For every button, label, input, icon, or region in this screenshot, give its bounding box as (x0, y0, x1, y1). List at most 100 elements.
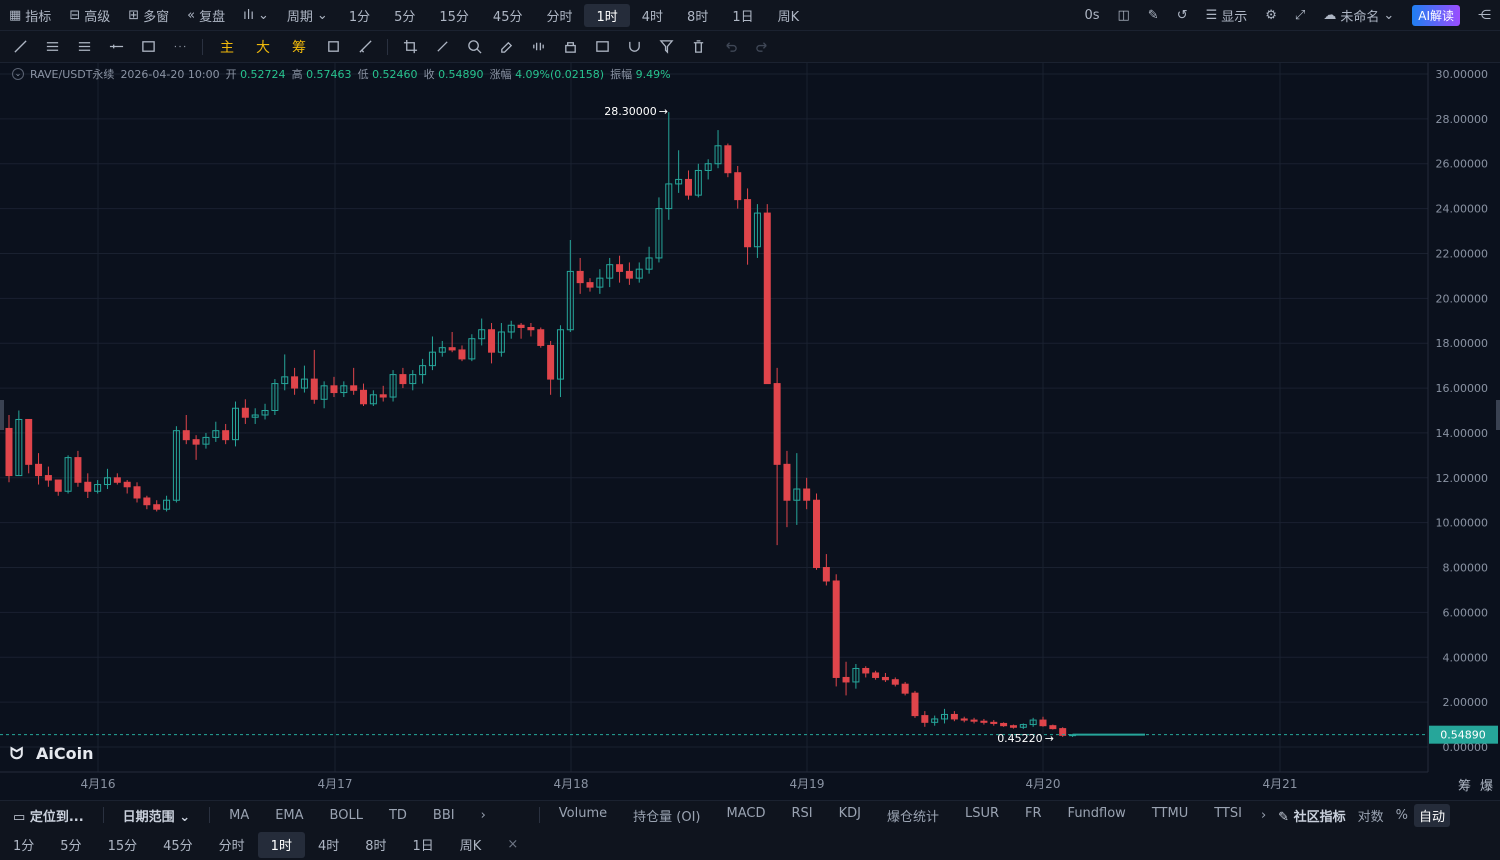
sub-indicator-item[interactable]: RSI (791, 805, 813, 821)
candle-body (409, 374, 417, 385)
trash-icon[interactable] (682, 31, 714, 63)
period-dropdown[interactable]: 周期 ⌄ (286, 7, 328, 25)
bottom-period-tab[interactable]: 15分 (107, 839, 138, 854)
high-value: 0.57463 (306, 68, 352, 81)
bottom-period-tab[interactable]: 8时 (365, 839, 387, 854)
candle-body (911, 692, 919, 717)
crop-icon[interactable] (394, 31, 426, 63)
main-chip-toggle[interactable]: 主 (220, 39, 234, 56)
locate-button[interactable]: ▭ 定位到... (13, 809, 84, 825)
close-icon[interactable]: × (507, 837, 519, 852)
period-tab[interactable]: 8时 (687, 9, 709, 25)
sub-indicator-item[interactable]: 持仓量 (OI) (633, 809, 701, 825)
bottom-period-tab[interactable]: 1分 (13, 839, 35, 854)
horizontal-ray-icon[interactable] (100, 31, 132, 63)
bottom-period-tab[interactable]: 1日 (412, 839, 434, 854)
undo-icon[interactable] (714, 31, 746, 63)
settings-icon[interactable]: ⚙ (1265, 7, 1277, 23)
zoom-icon[interactable] (458, 31, 490, 63)
advanced-button[interactable]: ⊟ 高级 (69, 7, 111, 25)
rectangle-icon[interactable] (132, 31, 164, 63)
edit-icon[interactable]: ✎ (1147, 7, 1159, 23)
main-indicator-item[interactable]: BBI (432, 807, 455, 823)
measure-icon[interactable] (349, 31, 381, 63)
sub-indicator-item[interactable]: Volume (558, 805, 608, 821)
period-tab[interactable]: 15分 (439, 9, 469, 25)
sub-indicator-item[interactable]: LSUR (964, 805, 1000, 821)
magnet-icon[interactable] (618, 31, 650, 63)
sub-indicator-item[interactable]: FR (1025, 805, 1042, 821)
link-icon[interactable] (522, 31, 554, 63)
horizontal-lines-icon[interactable] (68, 31, 100, 63)
percent-scale-toggle[interactable]: % (1395, 807, 1408, 823)
bottom-period-tab[interactable]: 5分 (60, 839, 82, 854)
ai-button[interactable]: AI解读 (1403, 0, 1469, 31)
sub-indicator-item[interactable]: TTMU (1151, 805, 1189, 821)
redo-icon[interactable] (746, 31, 778, 63)
fullscreen-icon[interactable]: ⤢ (1294, 7, 1306, 23)
multi-window-button[interactable]: ⊞ 多窗 (128, 7, 170, 25)
display-button[interactable]: ☰ 显示 (1205, 7, 1248, 25)
candle-body (300, 378, 308, 389)
candle-body (350, 385, 358, 391)
copy-icon[interactable] (317, 31, 349, 63)
refresh-icon[interactable]: ↺ (1176, 7, 1188, 23)
candlestick-chart[interactable]: 30.00000 28.00000 26.00000 24.00000 22.00000… (0, 63, 1500, 800)
chart-type-button[interactable]: ılı ⌄ (234, 0, 278, 31)
bottom-period-tab[interactable]: 周K (459, 839, 482, 854)
collapse-icon[interactable]: ⌄ (12, 68, 24, 80)
sub-indicator-item[interactable]: KDJ (838, 805, 861, 821)
period-tab[interactable]: 周K (777, 9, 800, 25)
hide-icon[interactable] (586, 31, 618, 63)
y-tick-label: 8.00000 (1443, 562, 1489, 575)
main-indicator-item[interactable]: TD (388, 807, 407, 823)
replay-button[interactable]: «复盘 (187, 7, 226, 25)
sub-indicator-item[interactable]: 爆仓统计 (886, 809, 939, 825)
chevron-right-icon[interactable]: › (480, 807, 486, 823)
sub-indicator-item[interactable]: Fundflow (1067, 805, 1126, 821)
candle-body (941, 713, 949, 720)
period-tab[interactable]: 5分 (394, 9, 416, 25)
candle-body (320, 385, 328, 400)
sub-indicator-item[interactable]: MACD (726, 805, 766, 821)
chevron-right-icon[interactable]: › (1260, 807, 1267, 823)
filter-icon[interactable] (650, 31, 682, 63)
y-tick-label: 28.00000 (1436, 113, 1489, 126)
date-range-dropdown[interactable]: 日期范围 ⌄ (122, 809, 191, 825)
candle-body (842, 676, 850, 683)
ruler-icon[interactable] (426, 31, 458, 63)
chip-distribution-toggle[interactable]: 筹 (292, 39, 306, 56)
main-indicator-item[interactable]: BOLL (329, 807, 363, 823)
indicator-button[interactable]: ▦ 指标 (9, 7, 52, 25)
lock-icon[interactable] (554, 31, 586, 63)
candle-body (753, 212, 761, 248)
layout-name-dropdown[interactable]: ☁ 未命名 ⌄ (1323, 7, 1395, 25)
sub-indicator-item[interactable]: TTSI (1214, 805, 1242, 821)
period-tab[interactable]: 4时 (641, 9, 664, 25)
trend-line-icon[interactable] (4, 31, 36, 63)
period-tab[interactable]: 45分 (492, 9, 523, 25)
more-tools-icon[interactable] (164, 31, 196, 63)
big-order-toggle[interactable]: 大 (256, 39, 270, 56)
log-scale-toggle[interactable]: 对数 (1357, 809, 1384, 825)
parallel-lines-icon[interactable] (36, 31, 68, 63)
bottom-period-tab[interactable]: 45分 (163, 839, 193, 854)
period-tab[interactable]: 1时 (584, 3, 630, 27)
bottom-period-tab[interactable]: 1时 (257, 831, 305, 858)
bottom-period-tab[interactable]: 分时 (218, 839, 245, 854)
candle-body (931, 718, 939, 723)
community-indicators-button[interactable]: ✎ 社区指标 (1278, 809, 1346, 825)
main-indicator-item[interactable]: MA (229, 807, 250, 823)
period-tab[interactable]: 1日 (732, 9, 754, 25)
multi-window-icon: ⊞ (128, 7, 140, 23)
period-tab[interactable]: 分时 (546, 9, 573, 25)
candle-body (360, 389, 368, 405)
period-tab[interactable]: 1分 (348, 9, 371, 25)
auto-scale-toggle[interactable]: 自动 (1414, 803, 1451, 827)
eraser-icon[interactable] (490, 31, 522, 63)
camera-icon[interactable]: ◫ (1117, 7, 1130, 23)
share-icon[interactable]: ⋲ (1478, 7, 1491, 23)
main-indicator-item[interactable]: EMA (275, 807, 304, 823)
candle-body (872, 672, 880, 678)
bottom-period-tab[interactable]: 4时 (317, 839, 340, 854)
